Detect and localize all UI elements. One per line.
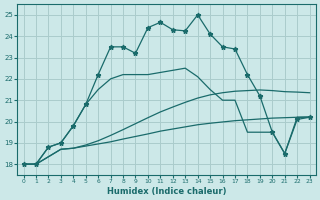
X-axis label: Humidex (Indice chaleur): Humidex (Indice chaleur) [107,187,226,196]
